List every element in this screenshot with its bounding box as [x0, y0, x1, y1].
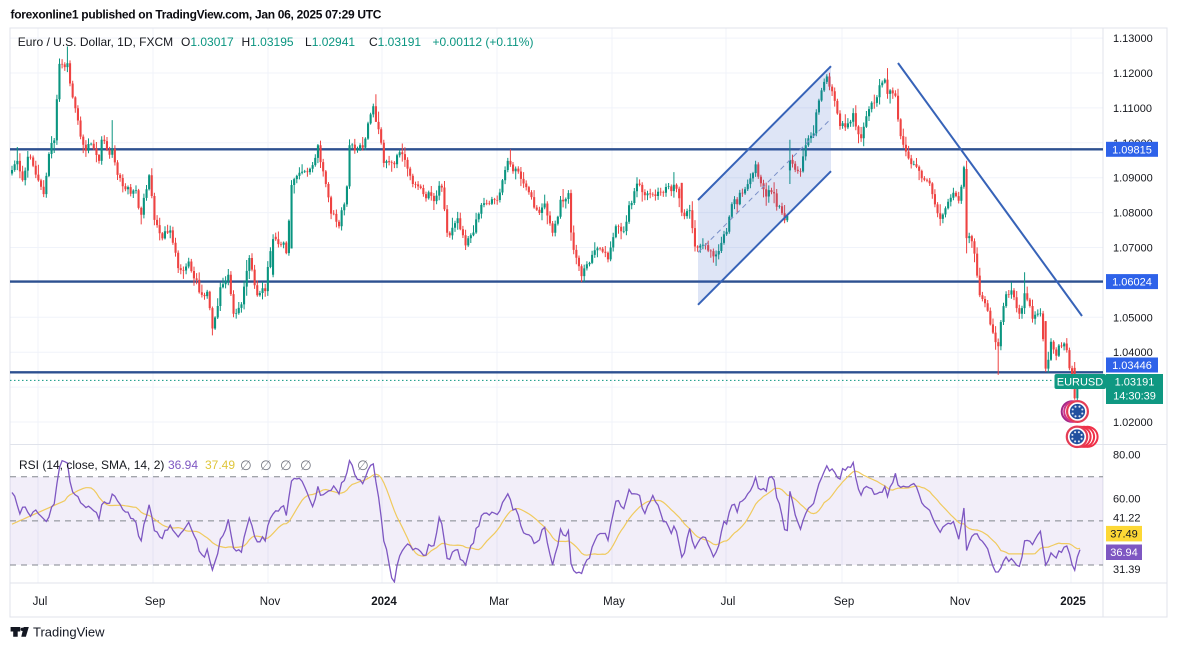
svg-text:∅: ∅: [280, 458, 292, 473]
svg-text:∅: ∅: [300, 458, 312, 473]
svg-text:C1.03191: C1.03191: [369, 35, 421, 49]
svg-text:37.49: 37.49: [205, 458, 235, 472]
svg-text:Euro / U.S. Dollar, 1D, FXCM: Euro / U.S. Dollar, 1D, FXCM: [18, 35, 173, 49]
svg-text:80.00: 80.00: [1113, 450, 1141, 462]
svg-text:1.09815: 1.09815: [1112, 144, 1152, 156]
svg-text:1.11000: 1.11000: [1113, 103, 1152, 115]
svg-text:Jul: Jul: [33, 596, 48, 608]
svg-text:∅: ∅: [240, 458, 252, 473]
svg-text:1.08000: 1.08000: [1113, 208, 1153, 220]
svg-text:1.04000: 1.04000: [1113, 347, 1153, 359]
svg-text:1.03191: 1.03191: [1115, 377, 1155, 389]
svg-text:31.39: 31.39: [1113, 564, 1141, 576]
svg-text:2025: 2025: [1060, 596, 1086, 608]
svg-text:2024: 2024: [371, 596, 397, 608]
svg-text:Jul: Jul: [721, 596, 736, 608]
svg-text:1.02000: 1.02000: [1113, 417, 1153, 429]
svg-text:36.94: 36.94: [1110, 547, 1138, 559]
svg-text:60.00: 60.00: [1113, 494, 1141, 506]
svg-text:1.07000: 1.07000: [1113, 243, 1153, 255]
svg-text:41.22: 41.22: [1113, 513, 1141, 525]
svg-text:36.94: 36.94: [168, 458, 198, 472]
svg-text:1.05000: 1.05000: [1113, 312, 1153, 324]
svg-text:1.03446: 1.03446: [1112, 360, 1152, 372]
svg-text:1.09000: 1.09000: [1113, 173, 1153, 185]
svg-text:forexonline1 published on Trad: forexonline1 published on TradingView.co…: [11, 7, 382, 21]
svg-text:Sep: Sep: [145, 596, 165, 608]
svg-text:Nov: Nov: [950, 596, 971, 608]
svg-text:Sep: Sep: [834, 596, 854, 608]
svg-text:May: May: [603, 596, 625, 608]
svg-text:RSI (14, close, SMA, 14, 2): RSI (14, close, SMA, 14, 2): [19, 458, 164, 472]
svg-text:∅: ∅: [357, 458, 369, 473]
svg-text:+0.00112 (+0.11%): +0.00112 (+0.11%): [433, 35, 534, 49]
svg-text:1.06024: 1.06024: [1112, 277, 1152, 289]
svg-text:14:30:39: 14:30:39: [1113, 391, 1156, 403]
svg-text:1.13000: 1.13000: [1113, 33, 1153, 45]
svg-text:Mar: Mar: [489, 596, 509, 608]
svg-text:L1.02941: L1.02941: [305, 35, 355, 49]
svg-text:H1.03195: H1.03195: [242, 35, 294, 49]
svg-text:1.12000: 1.12000: [1113, 68, 1153, 80]
svg-text:37.49: 37.49: [1110, 529, 1138, 541]
svg-text:EURUSD: EURUSD: [1057, 377, 1104, 389]
svg-text:Nov: Nov: [260, 596, 281, 608]
svg-text:∅: ∅: [260, 458, 272, 473]
svg-text:O1.03017: O1.03017: [181, 35, 234, 49]
svg-text:TradingView: TradingView: [33, 625, 105, 640]
